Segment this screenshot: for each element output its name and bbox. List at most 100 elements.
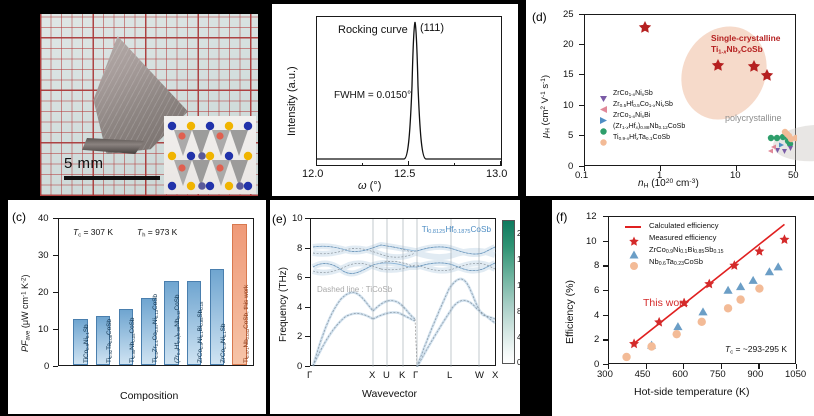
datapoint-circle [672,329,681,339]
datapoint-triangle-up [698,307,708,316]
scale-bar [64,176,160,180]
panel-e-xtick-label: Γ [413,370,419,381]
panel-f-ytick [603,290,608,292]
panel-c-th-label: Th = 973 K [137,227,178,239]
panel-e-colorbar [502,220,515,364]
panel-b-xtick [408,161,410,166]
legend-marker-measured-star [629,233,639,251]
panel-b-xtick-label: 13.0 [486,168,508,180]
panel-d-ylabel: μH (cm2 V-1 s-1) [540,75,552,138]
panel-c-ytick [53,329,58,331]
crystal-structure-inset [164,116,256,194]
bar-5[interactable] [186,281,202,365]
bar-7[interactable] [232,224,247,365]
panel-d-ytick [579,14,584,16]
bar-label-3: Ti0.6Zr0.4Co0.87Ni0.13CoSb [151,294,159,363]
panel-e-dashed-note: Dashed line : TiCoSb [317,285,393,294]
panel-d-ytick [579,135,584,137]
panel-d-polycrystalline-annotation: polycrystalline [725,113,782,123]
panel-f-ytick [603,240,608,242]
panel-e-ytick [305,336,310,338]
panel-e-xtick-label: X [492,370,499,381]
panel-f-ytick-label: 8 [594,260,600,272]
panel-c-tc-label: Tc = 307 K [73,227,113,239]
panel-f-axes: Calculated efficiency Measured efficienc… [608,216,796,364]
panel-d-xlabel: nH (1020 cm-3) [638,178,699,190]
legend-marker-zrhfnbcosb [599,123,608,141]
colorbar-tick-label: 0 [517,358,520,367]
bar-1[interactable] [95,315,111,365]
legend-label-zrhfconisb: Zr0.5Hf0.5Co1-xNixSb [613,101,673,110]
legend-marker-calculated-line [625,226,641,228]
panel-e-ylabel: Frequency (THz) [278,266,289,342]
panel-f-ytick [603,339,608,341]
panel-f-ytick-label: 10 [586,235,597,247]
bar-label-1: Ti0.92Ta0.08CoSb [106,319,114,363]
panel-b-xtick [316,161,318,166]
panel-d-ytick-label: 5 [568,130,574,141]
panel-f-xtick [683,364,685,369]
bar-label-5: ZrCo0.9Ni0.1Bi0.85Sb0.15 [197,301,205,363]
tihfcosb-broadened-bands [311,277,496,367]
panel-c-ytick-label: 10 [38,324,49,335]
datapoint-star [704,278,715,289]
panel-e-label: (e) [272,212,287,226]
panel-f-xtick-label: 300 [597,369,613,380]
panel-e-ytick [305,366,310,368]
panel-e-ytick-label: 4 [297,302,303,313]
bar-2[interactable] [118,308,134,365]
panel-b-fwhm-label: FWHM = 0.0150° [334,90,412,101]
panel-f-ytick-label: 4 [594,309,600,321]
datapoint-circle [755,284,764,293]
panel-e-xtick-label: K [399,370,406,381]
panel-d-annotation-line2: Ti1-xNbxCoSb [711,43,763,55]
bar-4[interactable] [164,281,179,365]
panel-b-xtick-label: 12.0 [302,168,324,180]
datapoint-triangle-up [764,267,775,276]
legend-label-nbtacosb: Nb0.6Ta0.23CoSb [649,257,703,268]
datapoint-circle [697,317,706,327]
panel-f-xtick [608,364,610,369]
panel-f-xtick [645,364,647,369]
datapoint-star [654,316,665,327]
panel-d-datapoints [638,21,797,154]
panel-b-rocking-curve: Intensity (a.u.) ω (°) Rocking curve (11… [272,4,518,196]
panel-f-xtick [796,364,798,369]
panel-e-ytick [305,277,310,279]
panel-f-ylabel: Efficiency (%) [564,280,576,344]
bar-label-0: TiCo0.9Ni0.1Sb [83,324,91,363]
bar-0[interactable] [73,318,88,365]
panel-d-ytick [579,105,584,107]
scale-bar-label: 5 mm [64,155,104,172]
panel-c-ytick-label: 30 [38,250,49,261]
panel-c-ytick [53,218,58,220]
panel-f-label: (f) [556,210,568,224]
graph-paper-photo: 5 mm [40,14,258,196]
panel-d-xtick-label: 1 [657,170,663,181]
panel-e-ytick [305,307,310,309]
colorbar-tick-label: 20 [517,229,520,238]
panel-d-ytick-label: 20 [563,39,574,50]
bar-3[interactable] [141,298,156,365]
panel-e-ytick-label: 2 [297,331,303,342]
panel-d-xtick [795,166,797,171]
datapoint-triangle-up [736,282,746,291]
panel-c-power-factor-bar-chart: (c) Tc = 307 K Th = 973 K TiCo0.9Ni0.1Sb… [8,200,266,414]
panel-c-ytick [53,366,58,368]
panel-d-ytick-label: 25 [563,9,574,20]
legend-label-zrconisb: ZrCo1-xNixSb [613,90,653,99]
panel-c-ytick-label: 0 [44,361,50,372]
panel-a-crystal-photograph: 5 mm [8,4,264,196]
panel-b-xlabel: ω (°) [358,180,382,192]
panel-e-ytick-label: 10 [292,213,303,224]
bar-6[interactable] [209,269,225,365]
panel-f-tc-annotation: Tc = ~293-295 K [725,343,787,355]
panel-e-composition-label: Ti0.8125Hf0.1875CoSb [421,225,491,236]
colorbar-tick-label: 12 [517,281,520,290]
panel-b-xtick-minor [362,163,364,166]
panel-c-ytick-label: 20 [38,287,49,298]
panel-e-ytick-label: 8 [297,243,303,254]
legend-label-zrconibisb: ZrCo0.9Ni0.1Bi0.85Sb0.15 [649,245,724,256]
panel-e-xtick-label: Γ [307,370,313,381]
panel-d-axes: Single-crystalline Ti1-xNbxCoSb polycrys… [584,11,814,166]
